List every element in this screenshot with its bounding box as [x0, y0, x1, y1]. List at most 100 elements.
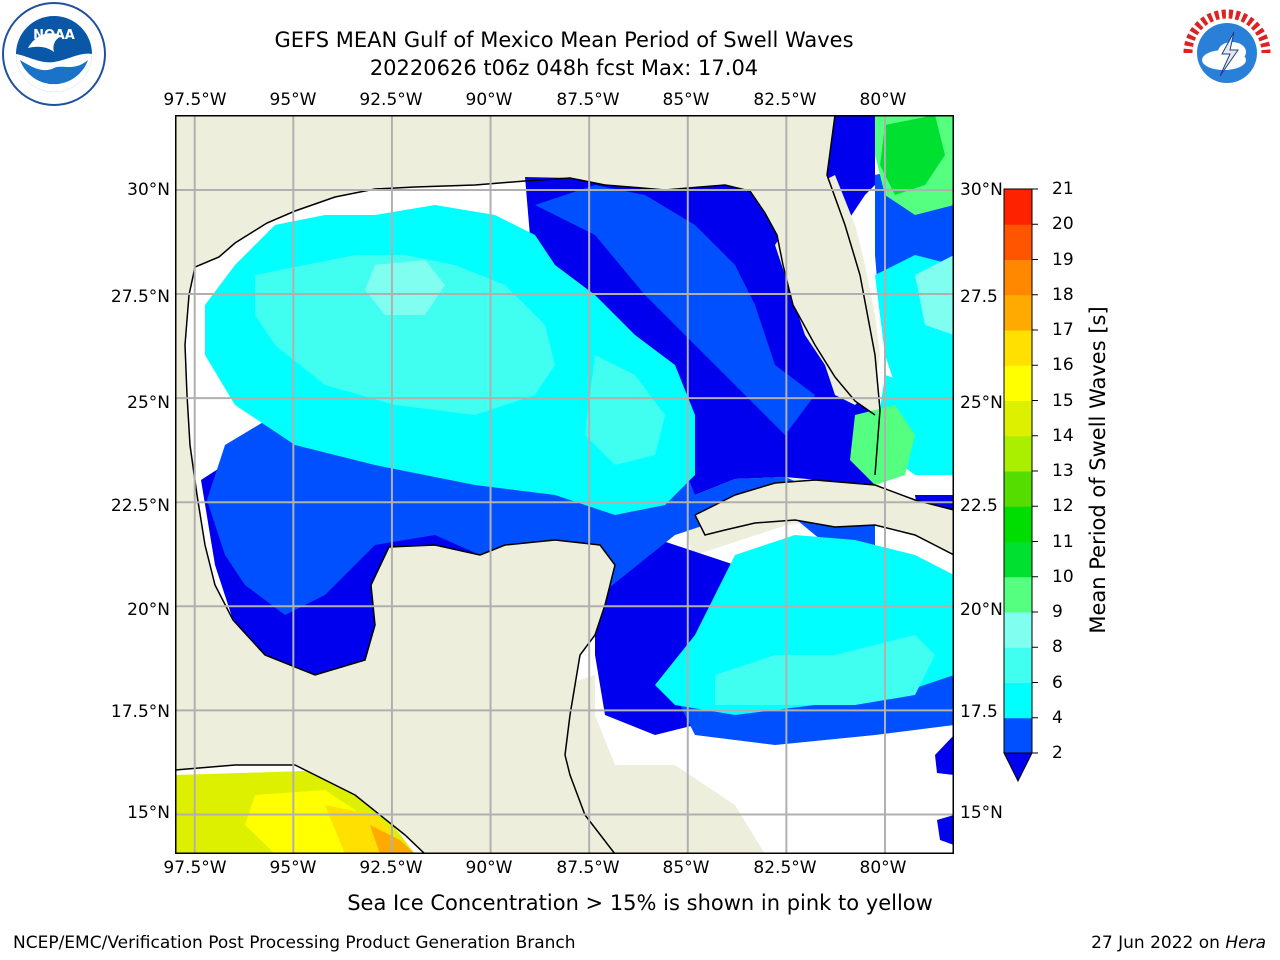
florida [775, 175, 880, 405]
lon-label-top: 85°W [662, 90, 710, 110]
lon-label-bottom: 92.5°W [359, 858, 423, 878]
yucatan-coastline [479, 539, 616, 854]
sea-ice-note: Sea Ice Concentration > 15% is shown in … [347, 891, 933, 915]
date-stamp: 27 Jun 2022 on Hera [1091, 933, 1266, 953]
nws-logo [1176, 2, 1278, 104]
noaa-logo-text: NOAA [33, 28, 75, 43]
florida-coastline [826, 115, 881, 476]
credit-text: NCEP/EMC/Verification Post Processing Pr… [13, 933, 576, 953]
lat-label-left: 15°N [127, 803, 170, 823]
colorbar-tick-label: 19 [1052, 249, 1074, 270]
cuba-coastline [694, 479, 954, 556]
lon-label-bottom: 80°W [859, 858, 907, 878]
colorbar-tick-label: 10 [1052, 566, 1074, 587]
lat-label-left: 20°N [127, 600, 170, 620]
colorbar-tick-label: 15 [1052, 390, 1074, 411]
lat-label-left: 22.5°N [110, 496, 170, 516]
period-6-8-region [585, 355, 665, 465]
colorbar-label: Mean Period of Swell Waves [s] [1086, 306, 1110, 634]
period-9-10-region [850, 405, 915, 485]
colorbar-segment [1004, 294, 1032, 331]
colorbar-tick-label: 11 [1052, 531, 1074, 552]
lon-label-bottom: 85°W [662, 858, 710, 878]
colorbar-segment [1004, 682, 1032, 719]
lon-label-bottom: 87.5°W [556, 858, 620, 878]
lat-label-right: 30°N [960, 180, 1003, 200]
lat-label-right: 25°N [960, 393, 1003, 413]
colorbar-graphic [1003, 188, 1038, 783]
land-masses [175, 175, 954, 854]
colorbar-tick-label: 17 [1052, 320, 1074, 340]
colorbar-tick-label: 18 [1052, 284, 1074, 305]
colorbar-segment [1004, 259, 1032, 296]
colorbar-segment [1004, 612, 1032, 648]
colorbar-tick-label: 9 [1052, 602, 1063, 622]
lat-label-right: 15°N [960, 803, 1003, 823]
colorbar-segment [1004, 576, 1032, 613]
colorbar-tick-label: 20 [1052, 214, 1074, 235]
colorbar-segment [1004, 471, 1032, 507]
lat-label-right: 17.5 [960, 702, 998, 722]
lat-label-left: 25°N [127, 393, 170, 413]
gulf-coastline [188, 177, 876, 416]
colorbar-tick-label: 16 [1052, 355, 1074, 376]
lon-label-top: 95°W [269, 90, 317, 110]
chart-title: GEFS MEAN Gulf of Mexico Mean Period of … [274, 28, 854, 52]
colorbar-segment [1004, 717, 1032, 754]
colorbar-segment [1004, 330, 1032, 366]
noaa-logo: NOAA [2, 2, 106, 106]
swell-period-field [175, 115, 954, 854]
pacific-coastline [175, 764, 426, 854]
graticule [175, 115, 954, 854]
colorbar-segment [1004, 400, 1032, 437]
coastlines [175, 115, 954, 854]
period-under-2-region [935, 735, 954, 845]
on-word: on [1198, 933, 1220, 953]
lon-label-top: 90°W [465, 90, 513, 110]
lon-label-bottom: 95°W [269, 858, 317, 878]
chart-subtitle: 20220626 t06z 048h fcst Max: 17.04 [369, 56, 759, 80]
colorbar-tick-label: 2 [1052, 743, 1063, 763]
colorbar-segment [1004, 506, 1032, 542]
lon-label-top: 80°W [859, 90, 907, 110]
lat-label-left: 17.5°N [110, 702, 170, 722]
map-frame [175, 115, 954, 854]
lon-label-top: 97.5°W [163, 90, 227, 110]
colorbar-extend-arrow [1003, 752, 1033, 783]
colorbar-segment [1004, 365, 1032, 401]
lon-label-top: 92.5°W [359, 90, 423, 110]
colorbar-tick-label: 12 [1052, 496, 1074, 517]
colorbar-tick-label: 21 [1052, 179, 1074, 199]
lon-label-bottom: 97.5°W [163, 858, 227, 878]
lat-label-left: 27.5°N [110, 287, 170, 307]
date-text: 27 Jun 2022 [1091, 933, 1194, 953]
lat-label-right: 20°N [960, 600, 1003, 620]
lon-label-top: 87.5°W [556, 90, 620, 110]
period-10-11-region [880, 115, 945, 195]
colorbar-tick-label: 4 [1052, 707, 1063, 728]
period-2-4-region [535, 185, 815, 435]
lon-label-top: 82.5°W [753, 90, 817, 110]
colorbar-tick-label: 13 [1052, 461, 1074, 481]
map-panel [175, 115, 954, 854]
colorbar-tick-label: 14 [1052, 425, 1074, 446]
colorbar-segment [1004, 435, 1032, 472]
period-6-8-region [715, 635, 935, 705]
lon-label-bottom: 82.5°W [753, 858, 817, 878]
central-america [175, 675, 505, 854]
period-8-9-region [365, 260, 445, 315]
colorbar-segment [1004, 224, 1032, 260]
lat-label-left: 30°N [127, 180, 170, 200]
lat-label-right: 27.5 [960, 287, 998, 307]
swell-period-map [175, 115, 954, 854]
colorbar [1000, 185, 1040, 785]
mexico-coastline [184, 294, 481, 676]
colorbar-segment [1004, 189, 1032, 225]
lon-label-bottom: 90°W [465, 858, 513, 878]
colorbar-segment [1004, 541, 1032, 578]
cuba [695, 480, 954, 555]
yucatan-peninsula [475, 540, 615, 854]
colorbar-tick-label: 8 [1052, 637, 1063, 658]
colorbar-segment [1004, 647, 1032, 683]
lat-label-right: 22.5 [960, 496, 998, 516]
